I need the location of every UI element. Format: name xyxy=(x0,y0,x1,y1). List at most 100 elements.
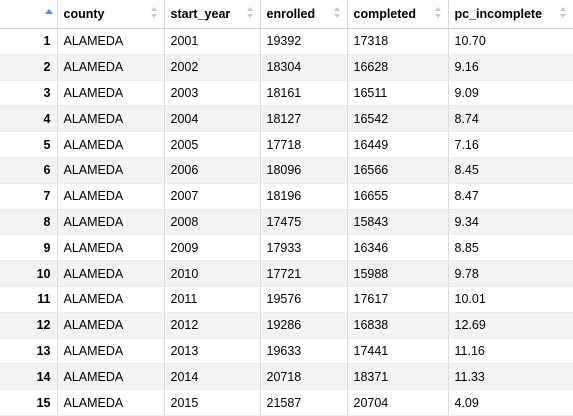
pc-incomplete-cell: 9.09 xyxy=(448,80,573,107)
enrolled-cell: 17721 xyxy=(260,260,348,287)
sort-toggle-icon[interactable] xyxy=(150,7,158,19)
enrolled-cell: 18127 xyxy=(260,105,348,133)
row-index-cell: 1 xyxy=(0,28,58,55)
completed-cell: 16511 xyxy=(347,80,449,107)
start-year-cell: 2008 xyxy=(164,209,261,236)
column-header-enrolled[interactable]: enrolled xyxy=(260,0,348,29)
start-year-cell: 2006 xyxy=(164,157,261,184)
row-index-cell: 8 xyxy=(0,209,58,236)
column-header-county[interactable]: county xyxy=(57,0,165,29)
start-year-cell: 2009 xyxy=(164,234,261,262)
row-index-cell: 14 xyxy=(0,363,58,391)
pc-incomplete-cell: 9.16 xyxy=(448,54,573,81)
column-header-index[interactable] xyxy=(0,0,58,29)
county-cell: ALAMEDA xyxy=(57,28,165,55)
pc-incomplete-cell: 10.70 xyxy=(448,28,573,55)
county-cell: ALAMEDA xyxy=(57,338,165,365)
start-year-cell: 2007 xyxy=(164,183,261,210)
enrolled-cell: 19286 xyxy=(260,312,348,339)
column-header-completed[interactable]: completed xyxy=(347,0,449,29)
table-row: 13 ALAMEDA 2013 19633 17441 11.16 xyxy=(0,338,573,365)
completed-cell: 17318 xyxy=(347,28,449,55)
table-row: 11 ALAMEDA 2011 19576 17617 10.01 xyxy=(0,286,573,313)
sort-toggle-icon[interactable] xyxy=(333,7,341,19)
table-row: 14 ALAMEDA 2014 20718 18371 11.33 xyxy=(0,363,573,391)
table-row: 15 ALAMEDA 2015 21587 20704 4.09 xyxy=(0,389,573,416)
sort-toggle-icon[interactable] xyxy=(434,7,442,19)
pc-incomplete-cell: 8.47 xyxy=(448,183,573,210)
start-year-cell: 2012 xyxy=(164,312,261,339)
table-row: 7 ALAMEDA 2007 18196 16655 8.47 xyxy=(0,183,573,210)
completed-cell: 16655 xyxy=(347,183,449,210)
sort-toggle-icon[interactable] xyxy=(246,7,254,19)
start-year-cell: 2011 xyxy=(164,286,261,313)
table-row: 10 ALAMEDA 2010 17721 15988 9.78 xyxy=(0,260,573,287)
enrolled-cell: 20718 xyxy=(260,363,348,391)
start-year-cell: 2015 xyxy=(164,389,261,416)
completed-cell: 16542 xyxy=(347,105,449,133)
start-year-cell: 2005 xyxy=(164,131,261,158)
pc-incomplete-cell: 11.33 xyxy=(448,363,573,391)
completed-cell: 17617 xyxy=(347,286,449,313)
table-row: 5 ALAMEDA 2005 17718 16449 7.16 xyxy=(0,131,573,158)
completed-cell: 16628 xyxy=(347,54,449,81)
column-header-start-year[interactable]: start_year xyxy=(164,0,261,29)
county-cell: ALAMEDA xyxy=(57,183,165,210)
enrolled-cell: 19633 xyxy=(260,338,348,365)
start-year-cell: 2010 xyxy=(164,260,261,287)
pc-incomplete-cell: 8.45 xyxy=(448,157,573,184)
pc-incomplete-cell: 4.09 xyxy=(448,389,573,416)
table-row: 12 ALAMEDA 2012 19286 16838 12.69 xyxy=(0,312,573,339)
row-index-cell: 13 xyxy=(0,338,58,365)
county-cell: ALAMEDA xyxy=(57,54,165,81)
county-cell: ALAMEDA xyxy=(57,105,165,133)
sort-asc-icon[interactable] xyxy=(45,9,53,14)
enrolled-cell: 18161 xyxy=(260,80,348,107)
table-row: 4 ALAMEDA 2004 18127 16542 8.74 xyxy=(0,105,573,133)
row-index-cell: 3 xyxy=(0,80,58,107)
row-index-cell: 2 xyxy=(0,54,58,81)
grid-header: county start_year enrolled completed pc_inco… xyxy=(0,0,573,29)
county-cell: ALAMEDA xyxy=(57,157,165,184)
start-year-cell: 2014 xyxy=(164,363,261,391)
table-row: 6 ALAMEDA 2006 18096 16566 8.45 xyxy=(0,157,573,184)
county-cell: ALAMEDA xyxy=(57,286,165,313)
column-header-label: completed xyxy=(353,7,417,21)
sort-toggle-icon[interactable] xyxy=(560,7,567,19)
pc-incomplete-cell: 9.78 xyxy=(448,260,573,287)
county-cell: ALAMEDA xyxy=(57,389,165,416)
completed-cell: 15843 xyxy=(347,209,449,236)
table-row: 3 ALAMEDA 2003 18161 16511 9.09 xyxy=(0,80,573,107)
county-cell: ALAMEDA xyxy=(57,363,165,391)
pc-incomplete-cell: 8.74 xyxy=(448,105,573,133)
enrolled-cell: 18304 xyxy=(260,54,348,81)
table-row: 8 ALAMEDA 2008 17475 15843 9.34 xyxy=(0,209,573,236)
county-cell: ALAMEDA xyxy=(57,209,165,236)
start-year-cell: 2002 xyxy=(164,54,261,81)
start-year-cell: 2004 xyxy=(164,105,261,133)
completed-cell: 16449 xyxy=(347,131,449,158)
completed-cell: 16566 xyxy=(347,157,449,184)
pc-incomplete-cell: 7.16 xyxy=(448,131,573,158)
row-index-cell: 10 xyxy=(0,260,58,287)
row-index-cell: 9 xyxy=(0,234,58,262)
row-index-cell: 11 xyxy=(0,286,58,313)
row-index-cell: 12 xyxy=(0,312,58,339)
county-cell: ALAMEDA xyxy=(57,234,165,262)
enrolled-cell: 19576 xyxy=(260,286,348,313)
enrolled-cell: 19392 xyxy=(260,28,348,55)
table-row: 2 ALAMEDA 2002 18304 16628 9.16 xyxy=(0,54,573,81)
enrolled-cell: 17475 xyxy=(260,209,348,236)
enrolled-cell: 18096 xyxy=(260,157,348,184)
column-header-label: enrolled xyxy=(266,7,316,21)
completed-cell: 17441 xyxy=(347,338,449,365)
row-index-cell: 15 xyxy=(0,389,58,416)
pc-incomplete-cell: 12.69 xyxy=(448,312,573,339)
county-cell: ALAMEDA xyxy=(57,80,165,107)
row-index-cell: 6 xyxy=(0,157,58,184)
county-cell: ALAMEDA xyxy=(57,131,165,158)
column-header-pc-incomplete[interactable]: pc_incomplete xyxy=(448,0,573,29)
enrolled-cell: 17718 xyxy=(260,131,348,158)
start-year-cell: 2003 xyxy=(164,80,261,107)
